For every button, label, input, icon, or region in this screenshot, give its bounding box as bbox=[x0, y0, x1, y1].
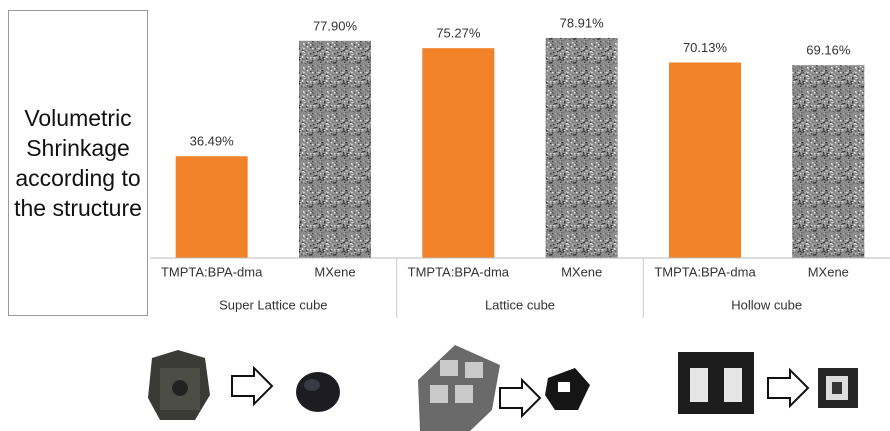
bar bbox=[792, 65, 865, 259]
bar bbox=[669, 62, 741, 259]
photo-super-lattice bbox=[148, 350, 340, 420]
x-tick-label: TMPTA:BPA-dma bbox=[654, 264, 756, 279]
x-tick-label: MXene bbox=[561, 264, 602, 279]
chart-title: Volumetric Shrinkage according to the st… bbox=[14, 105, 142, 221]
x-tick-label: MXene bbox=[808, 264, 849, 279]
value-label: 70.13% bbox=[683, 40, 728, 55]
photo-lattice bbox=[418, 345, 590, 431]
value-label: 77.90% bbox=[313, 18, 358, 33]
photo-hollow bbox=[678, 352, 858, 414]
title-box: Volumetric Shrinkage according to the st… bbox=[8, 10, 148, 316]
group-label: Hollow cube bbox=[731, 297, 802, 312]
value-label: 78.91% bbox=[560, 15, 605, 30]
bar bbox=[299, 40, 371, 258]
x-tick-label: TMPTA:BPA-dma bbox=[408, 264, 510, 279]
bar bbox=[175, 156, 248, 258]
value-label: 69.16% bbox=[806, 43, 851, 58]
x-tick-label: TMPTA:BPA-dma bbox=[161, 264, 263, 279]
x-tick-label: MXene bbox=[314, 264, 355, 279]
group-label: Lattice cube bbox=[485, 297, 555, 312]
group-label: Super Lattice cube bbox=[219, 297, 327, 312]
value-label: 75.27% bbox=[436, 26, 481, 41]
value-label: 36.49% bbox=[190, 134, 235, 149]
bar bbox=[545, 37, 618, 259]
bar bbox=[422, 48, 495, 258]
photos bbox=[148, 345, 858, 431]
